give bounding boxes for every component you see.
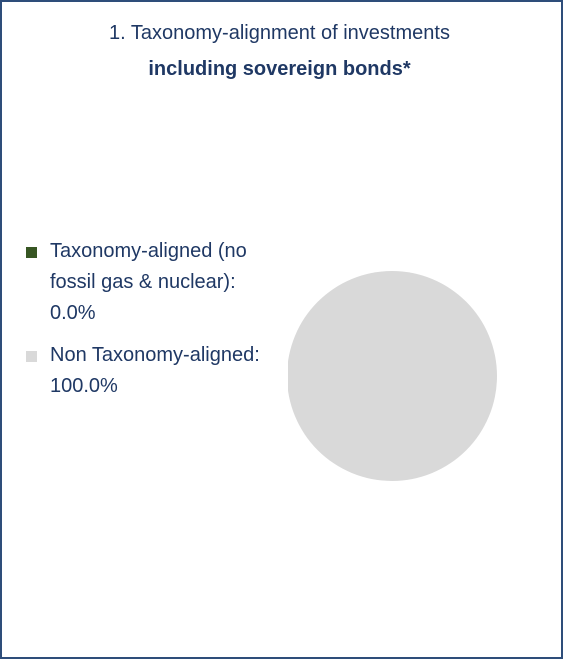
chart-title-line1: 1. Taxonomy-alignment of investments <box>109 22 450 44</box>
legend-swatch-aligned <box>26 247 37 258</box>
legend-label-non-aligned: Non Taxonomy-aligned: 100.0% <box>50 344 260 397</box>
legend-swatch-non-aligned <box>26 351 37 362</box>
legend-item-non-aligned: Non Taxonomy-aligned: 100.0% <box>26 340 276 402</box>
legend-item-aligned: Taxonomy-aligned (no fossil gas & nuclea… <box>26 236 276 329</box>
chart-title-line2: including sovereign bonds* <box>148 58 411 80</box>
legend-label-aligned: Taxonomy-aligned (no fossil gas & nuclea… <box>50 240 247 324</box>
legend: Taxonomy-aligned (no fossil gas & nuclea… <box>26 236 276 413</box>
